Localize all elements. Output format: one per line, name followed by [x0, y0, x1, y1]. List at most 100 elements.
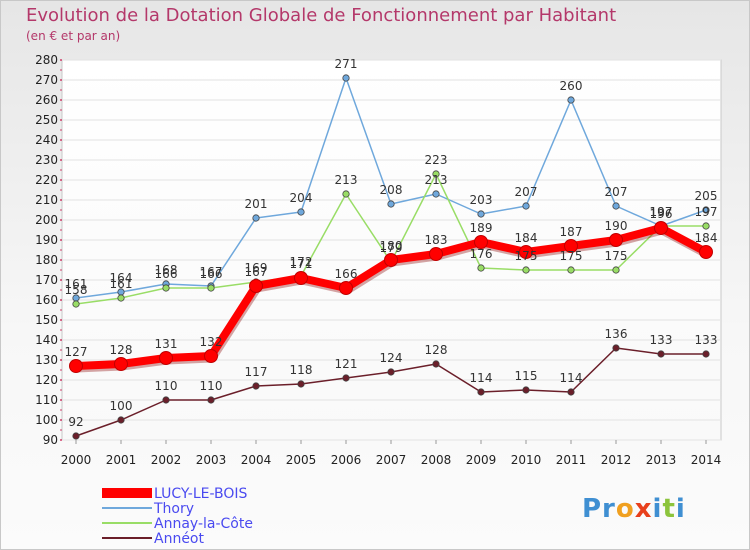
data-label: 161: [110, 277, 133, 291]
data-label: 118: [290, 363, 313, 377]
data-point: [612, 266, 620, 274]
data-point: [342, 374, 350, 382]
data-label: 169: [245, 261, 268, 275]
data-label: 114: [470, 371, 493, 385]
legend-swatch: [102, 488, 152, 498]
data-label: 115: [515, 369, 538, 383]
data-label: 172: [290, 255, 313, 269]
data-point: [384, 253, 398, 267]
series-group: [69, 74, 713, 440]
y-tick-label: 220: [35, 173, 58, 187]
x-tick-label: 2006: [331, 453, 362, 467]
legend-swatch: [102, 522, 152, 524]
y-tick-label: 120: [35, 373, 58, 387]
x-tick-label: 2010: [511, 453, 542, 467]
data-point: [702, 350, 710, 358]
data-label: 132: [200, 335, 223, 349]
data-label: 184: [515, 231, 538, 245]
data-point: [339, 281, 353, 295]
data-label: 133: [695, 333, 718, 347]
data-point: [207, 284, 215, 292]
data-label: 128: [425, 343, 448, 357]
data-label: 189: [470, 221, 493, 235]
data-label: 180: [380, 239, 403, 253]
data-point: [612, 202, 620, 210]
data-label: 161: [65, 277, 88, 291]
data-label: 197: [695, 205, 718, 219]
x-tick-label: 2013: [646, 453, 677, 467]
data-point: [699, 245, 713, 259]
data-label: 166: [155, 267, 178, 281]
data-label: 187: [560, 225, 583, 239]
data-label: 190: [605, 219, 628, 233]
chart-title: Evolution de la Dotation Globale de Fonc…: [26, 5, 616, 26]
x-tick-label: 2003: [196, 453, 227, 467]
y-tick-label: 260: [35, 93, 58, 107]
data-label: 213: [425, 173, 448, 187]
x-tick-label: 2012: [601, 453, 632, 467]
proxiti-logo: Proxiti: [582, 494, 686, 524]
data-label: 179: [380, 241, 403, 255]
data-label: 271: [335, 57, 358, 71]
data-label: 110: [200, 379, 223, 393]
legend-label: Thory: [153, 501, 194, 517]
data-point: [477, 388, 485, 396]
data-point: [567, 266, 575, 274]
data-label: 213: [335, 173, 358, 187]
data-label: 207: [515, 185, 538, 199]
x-tick-label: 2014: [691, 453, 722, 467]
y-tick-label: 270: [35, 73, 58, 87]
data-point: [69, 359, 83, 373]
data-label: 158: [65, 283, 88, 297]
svg-text:Proxiti: Proxiti: [582, 494, 686, 524]
y-tick-label: 90: [43, 433, 58, 447]
data-point: [297, 380, 305, 388]
data-point: [342, 74, 350, 82]
data-point: [72, 432, 80, 440]
data-point: [252, 382, 260, 390]
data-point: [522, 266, 530, 274]
data-labels: 127 128 131 132 167 171 166 180 183 189 184 187 190 1…: [65, 57, 718, 429]
data-point: [657, 350, 665, 358]
data-point: [162, 284, 170, 292]
legend-swatch: [102, 537, 152, 539]
data-label: 100: [110, 399, 133, 413]
data-label: 205: [695, 189, 718, 203]
y-tick-label: 110: [35, 393, 58, 407]
data-label: 128: [110, 343, 133, 357]
data-point: [702, 222, 710, 230]
y-tick-label: 150: [35, 313, 58, 327]
data-label: 164: [110, 271, 133, 285]
y-tick-label: 230: [35, 153, 58, 167]
data-point: [432, 360, 440, 368]
data-label: 168: [155, 263, 178, 277]
data-point: [117, 416, 125, 424]
data-label: 167: [245, 265, 268, 279]
y-tick-label: 240: [35, 133, 58, 147]
plot-area: [61, 59, 722, 441]
data-point: [342, 190, 350, 198]
y-tick-label: 190: [35, 233, 58, 247]
data-label: 175: [515, 249, 538, 263]
data-point: [522, 386, 530, 394]
y-tick-label: 160: [35, 293, 58, 307]
data-point: [387, 368, 395, 376]
data-point: [477, 264, 485, 272]
data-label: 197: [650, 205, 673, 219]
x-tick-label: 2007: [376, 453, 407, 467]
data-label: 124: [380, 351, 403, 365]
data-point: [207, 396, 215, 404]
x-tick-label: 2002: [151, 453, 182, 467]
data-point: [432, 170, 440, 178]
data-label: 204: [290, 191, 313, 205]
chart-subtitle: (en € et par an): [26, 29, 120, 43]
y-tick-label: 250: [35, 113, 58, 127]
data-point: [297, 208, 305, 216]
x-tick-label: 2009: [466, 453, 497, 467]
data-label: 196: [650, 207, 673, 221]
data-point: [564, 239, 578, 253]
data-label: 131: [155, 337, 178, 351]
data-point: [117, 294, 125, 302]
data-point: [654, 221, 668, 235]
data-label: 114: [560, 371, 583, 385]
